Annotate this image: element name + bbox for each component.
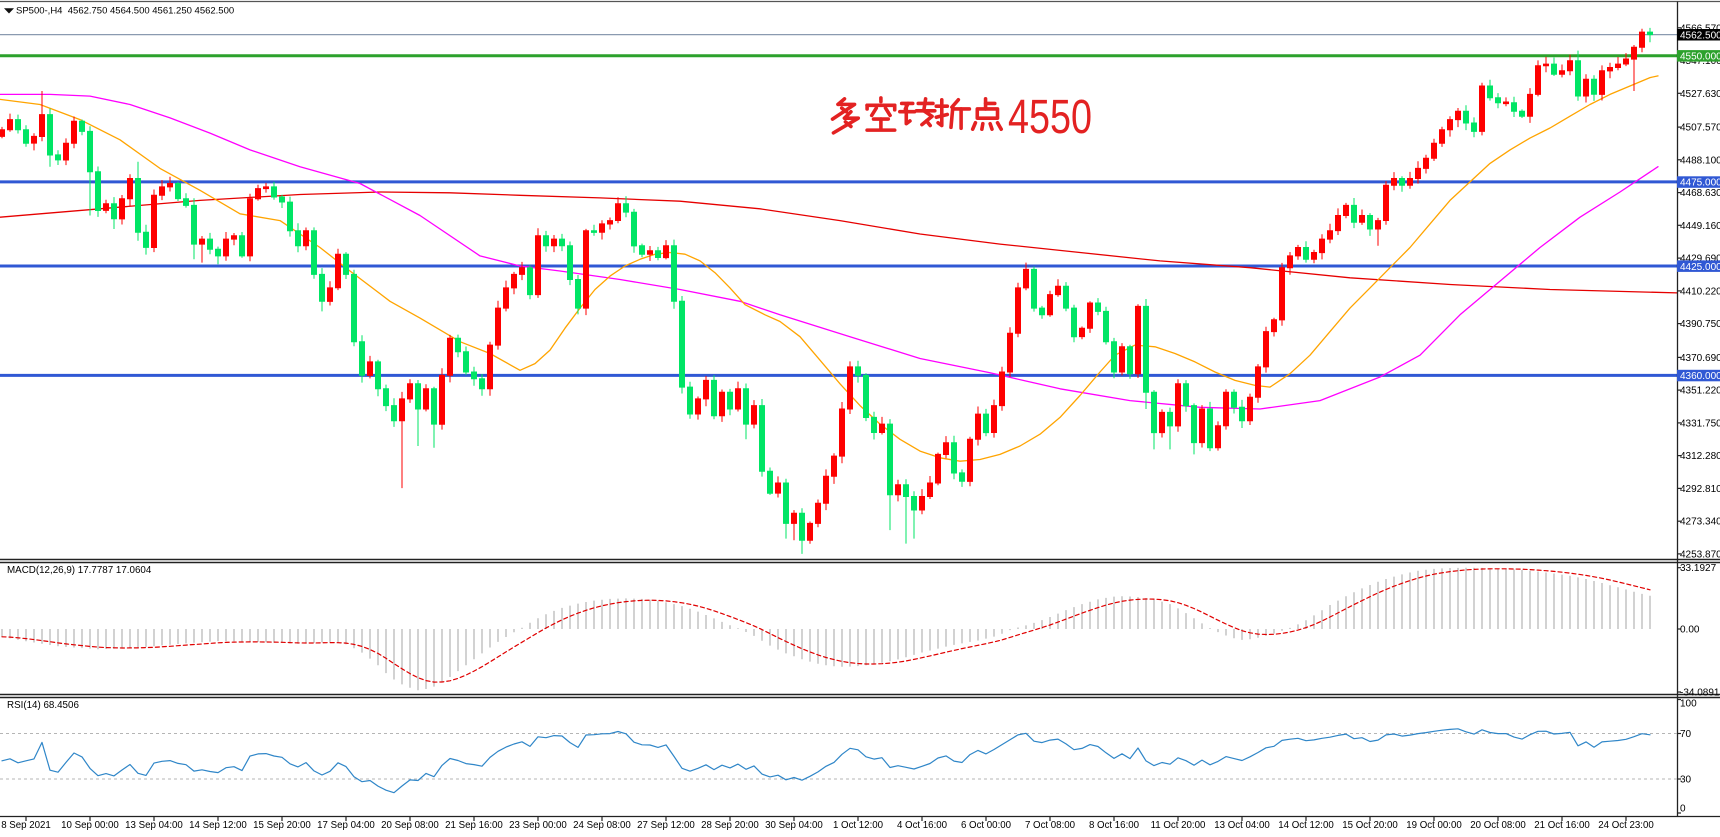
svg-text:4273.340: 4273.340 [1680, 517, 1720, 528]
svg-text:23 Sep 00:00: 23 Sep 00:00 [509, 820, 567, 831]
svg-text:20 Oct 08:00: 20 Oct 08:00 [1470, 820, 1526, 831]
svg-text:4562.500: 4562.500 [1680, 30, 1720, 41]
svg-text:0: 0 [1680, 804, 1686, 815]
svg-text:15 Sep 20:00: 15 Sep 20:00 [253, 820, 311, 831]
svg-text:17 Sep 04:00: 17 Sep 04:00 [317, 820, 375, 831]
svg-text:4370.690: 4370.690 [1680, 353, 1720, 364]
svg-text:21 Sep 16:00: 21 Sep 16:00 [445, 820, 503, 831]
svg-text:11 Oct 20:00: 11 Oct 20:00 [1151, 820, 1206, 831]
svg-text:SP500-,H4 4562.750 4564.500 4: SP500-,H4 4562.750 4564.500 4561.250 456… [16, 6, 234, 17]
svg-text:19 Oct 00:00: 19 Oct 00:00 [1406, 820, 1462, 831]
svg-text:4410.220: 4410.220 [1680, 286, 1720, 297]
svg-text:4527.630: 4527.630 [1680, 89, 1720, 100]
svg-text:4566.570: 4566.570 [1680, 23, 1720, 34]
svg-text:-34.0891: -34.0891 [1680, 688, 1720, 699]
svg-text:13 Oct 04:00: 13 Oct 04:00 [1214, 820, 1270, 831]
svg-text:8 Sep 2021: 8 Sep 2021 [1, 820, 51, 831]
svg-text:10 Sep 00:00: 10 Sep 00:00 [61, 820, 119, 831]
svg-text:20 Sep 08:00: 20 Sep 08:00 [381, 820, 439, 831]
svg-text:4475.000: 4475.000 [1680, 178, 1720, 189]
svg-text:4468.630: 4468.630 [1680, 188, 1720, 199]
svg-text:4253.870: 4253.870 [1680, 549, 1720, 560]
svg-text:24 Oct 23:00: 24 Oct 23:00 [1598, 820, 1654, 831]
svg-text:28 Sep 20:00: 28 Sep 20:00 [701, 820, 759, 831]
svg-text:6 Oct 00:00: 6 Oct 00:00 [961, 820, 1012, 831]
svg-text:4507.570: 4507.570 [1680, 123, 1720, 134]
svg-text:13 Sep 04:00: 13 Sep 04:00 [125, 820, 183, 831]
svg-text:4 Oct 16:00: 4 Oct 16:00 [897, 820, 948, 831]
svg-text:4312.280: 4312.280 [1680, 451, 1720, 462]
svg-text:4390.750: 4390.750 [1680, 319, 1720, 330]
svg-text:21 Oct 16:00: 21 Oct 16:00 [1534, 820, 1590, 831]
svg-text:4429.690: 4429.690 [1680, 254, 1720, 265]
svg-text:MACD(12,26,9) 17.7787 17.0604: MACD(12,26,9) 17.7787 17.0604 [7, 565, 152, 576]
svg-text:1 Oct 12:00: 1 Oct 12:00 [833, 820, 884, 831]
svg-text:7 Oct 08:00: 7 Oct 08:00 [1025, 820, 1076, 831]
svg-text:30 Sep 04:00: 30 Sep 04:00 [765, 820, 823, 831]
svg-text:4292.810: 4292.810 [1680, 484, 1720, 495]
svg-text:33.1927: 33.1927 [1680, 563, 1717, 574]
svg-text:70: 70 [1680, 729, 1692, 740]
svg-text:4449.160: 4449.160 [1680, 221, 1720, 232]
svg-text:4331.750: 4331.750 [1680, 418, 1720, 429]
svg-text:4550: 4550 [1008, 91, 1092, 144]
svg-text:4550.000: 4550.000 [1680, 52, 1720, 63]
svg-text:24 Sep 08:00: 24 Sep 08:00 [573, 820, 631, 831]
svg-text:14 Sep 12:00: 14 Sep 12:00 [189, 820, 247, 831]
svg-text:0.00: 0.00 [1680, 625, 1700, 636]
svg-text:4360.000: 4360.000 [1680, 371, 1720, 382]
svg-text:100: 100 [1680, 699, 1697, 710]
svg-text:30: 30 [1680, 775, 1692, 786]
svg-text:RSI(14) 68.4506: RSI(14) 68.4506 [7, 700, 79, 711]
svg-text:8 Oct 16:00: 8 Oct 16:00 [1089, 820, 1140, 831]
svg-text:4351.220: 4351.220 [1680, 386, 1720, 397]
svg-text:14 Oct 12:00: 14 Oct 12:00 [1278, 820, 1334, 831]
svg-text:27 Sep 12:00: 27 Sep 12:00 [637, 820, 695, 831]
svg-text:4425.000: 4425.000 [1680, 262, 1720, 273]
svg-text:15 Oct 20:00: 15 Oct 20:00 [1342, 820, 1398, 831]
svg-text:4488.100: 4488.100 [1680, 155, 1720, 166]
